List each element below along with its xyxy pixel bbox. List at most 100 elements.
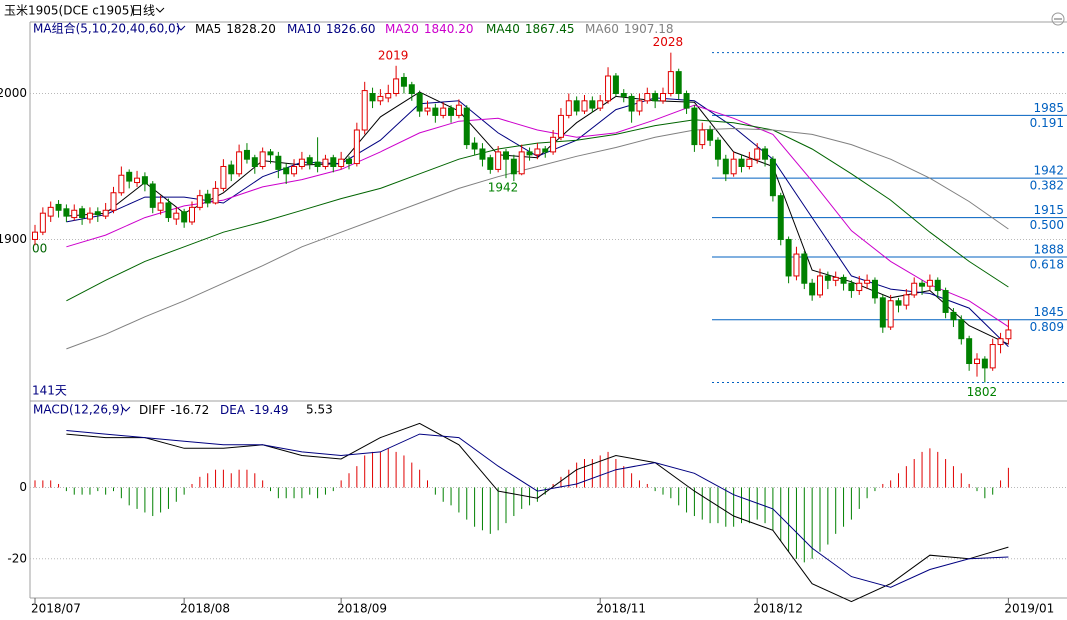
ma-indicator[interactable]: MA组合(5,10,20,40,60,0) [33,21,180,36]
candle-body [989,344,996,369]
candle-body [660,93,666,102]
candle-body [785,238,792,277]
candle-body [667,71,674,95]
legend-name: MA40 [486,22,520,36]
candle-body [974,358,980,365]
candle-body [400,76,407,87]
candle-body [864,279,871,284]
candle-body [228,164,235,175]
candle-body [126,171,133,182]
candle-body [620,93,627,97]
fib-price-label: 1942 [1033,164,1064,178]
candle-body [251,157,258,167]
x-tick-label: 2018/12 [753,602,803,616]
legend-value: -19.49 [250,403,289,417]
candle-body [39,212,46,233]
period-select[interactable]: 日线 [131,4,155,18]
extreme-label: 2019 [378,48,409,62]
candle-body [204,193,211,204]
candle-body [322,158,329,167]
candle-body [393,78,400,95]
candle-body [181,211,188,223]
candle-body [840,276,847,284]
candle-body [769,158,776,197]
candle-body [220,165,227,189]
legend-value: 1840.20 [424,22,474,36]
candle-body [134,177,141,184]
candle-body [707,129,714,141]
legend-name: MA5 [195,22,221,36]
legend-item: MA20 1840.20 [385,22,473,36]
candle-body [848,282,855,292]
candle-body [189,206,195,223]
candle-body [495,151,502,170]
fib-ratio-label: 0.382 [1030,179,1064,193]
y-tick-label: -20 [7,551,27,565]
macd-indicator[interactable]: MACD(12,26,9) [33,403,124,417]
candle-body [950,311,957,321]
candle-body [353,129,360,165]
candle-body [503,151,509,160]
candle-body [71,209,78,219]
candle-body [1005,329,1012,340]
candle-body [448,107,455,116]
indicator-line [66,422,1009,603]
candle-body [306,157,313,165]
candle-body [871,279,878,299]
candle-body [824,275,831,281]
candle-body [432,107,439,116]
candle-body [793,253,800,277]
candle-body [518,151,525,175]
fib-price-label: 1888 [1033,242,1064,256]
legend-name: MA60 [585,22,619,36]
candle-body [934,279,941,292]
legend-value: 5.53 [306,403,333,417]
legend-name: MA10 [287,22,321,36]
candle-body [597,100,604,109]
period-chevron[interactable] [155,7,165,13]
candle-body [565,100,572,116]
candle-body [887,300,894,328]
candle-body [801,253,808,284]
x-tick-label: 2018/07 [31,602,81,616]
legend-name: DEA [220,403,246,417]
candle-body [675,71,682,95]
candle-body [628,95,635,112]
side-label: 00 [32,242,47,256]
indicator-line [66,104,1009,328]
legend-value: 1867.45 [525,22,575,36]
extreme-label: 1942 [488,181,519,195]
candle-body [385,93,392,99]
candle-body [455,104,462,116]
candle-body [636,100,643,112]
candle-body [102,209,109,217]
candle-body [722,158,729,175]
candle-body [652,93,659,102]
legend-item: MA60 1907.18 [585,22,673,36]
candle-body [777,195,784,240]
candle-body [542,148,549,153]
ma-chevron[interactable] [176,25,186,31]
fib-ratio-label: 0.191 [1030,116,1064,130]
candle-body [196,195,203,208]
days-label: 141天 [32,384,67,398]
fib-price-label: 1985 [1033,101,1064,115]
y-tick-label: 1900 [0,232,27,246]
extreme-label: 1802 [967,385,998,399]
candle-body [361,90,368,131]
fib-ratio-label: 0.500 [1030,218,1064,232]
candle-body [926,279,933,287]
candle-body [958,319,965,340]
candle-body [149,183,156,208]
candle-body [346,158,352,165]
macd-chevron[interactable] [121,406,131,412]
candle-body [966,338,973,365]
candle-body [157,202,164,211]
candle-body [526,151,533,156]
legend-value: -16.72 [171,403,210,417]
candle-body [330,157,337,167]
legend-item: DIFF -16.72 [139,403,209,417]
candle-body [479,148,486,160]
candle-body [118,174,125,194]
candle-body [942,290,949,313]
